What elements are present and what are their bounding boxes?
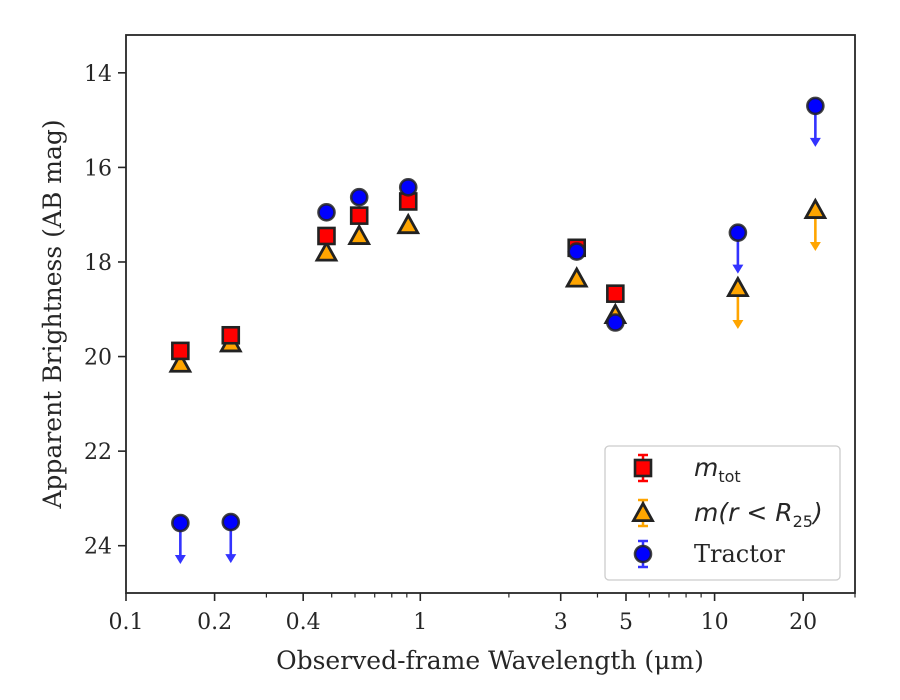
y-tick-label: 24 [84,535,112,560]
legend-marker [631,500,655,522]
legend-label: Tractor [694,540,785,568]
data-point [564,266,589,288]
axis-ticks: 0.1 0.2 0.4 1 3 5 10 20 14 16 18 20 22 24 [84,62,856,635]
data-point [567,242,587,261]
x-tick-label: 20 [789,610,817,635]
data-point [317,203,336,222]
data-point [806,96,825,116]
legend-marker [633,544,653,564]
x-tick-label: 3 [554,610,568,635]
upper-limit-arrow-head [732,264,744,274]
series-tractor [171,96,825,565]
y-tick-label: 20 [84,346,112,371]
data-marks [168,96,828,565]
upper-limit-arrow-head [809,137,821,147]
data-point [171,341,190,361]
data-point [349,206,369,225]
data-point [398,177,418,197]
data-point [606,284,625,303]
data-point [606,313,625,332]
x-tick-label: 10 [701,610,729,635]
y-tick-label: 14 [84,62,112,87]
upper-limit-arrow-head [174,555,186,565]
x-axis-label: Observed-frame Wavelength (μm) [276,646,704,675]
data-point [221,512,241,532]
data-point [726,275,750,297]
data-point [728,223,748,242]
data-point [171,513,190,533]
legend-marker [633,458,653,478]
data-point [396,212,421,235]
legend-frame [604,445,841,581]
upper-limit-arrow-head [732,319,744,329]
upper-limit-arrow-head [809,241,821,251]
data-point [317,226,336,246]
data-point [168,351,193,373]
y-tick-label: 16 [84,156,112,181]
data-point [803,197,828,219]
data-point [347,223,372,245]
data-point [314,240,339,262]
series-m-tot [171,192,625,361]
x-tick-label: 1 [413,610,427,635]
x-tick-label: 0.1 [109,610,144,635]
legend-item-tractor: Tractor [633,539,785,569]
x-tick-label: 5 [619,610,633,635]
y-axis-label: Apparent Brightness (AB mag) [38,119,67,509]
upper-limit-arrow-head [225,554,237,564]
y-tick-label: 18 [84,251,112,276]
data-point [349,187,369,207]
x-tick-label: 0.4 [286,610,321,635]
y-tick-label: 22 [84,440,112,465]
x-tick-label: 0.2 [197,610,232,635]
data-point [221,325,241,345]
